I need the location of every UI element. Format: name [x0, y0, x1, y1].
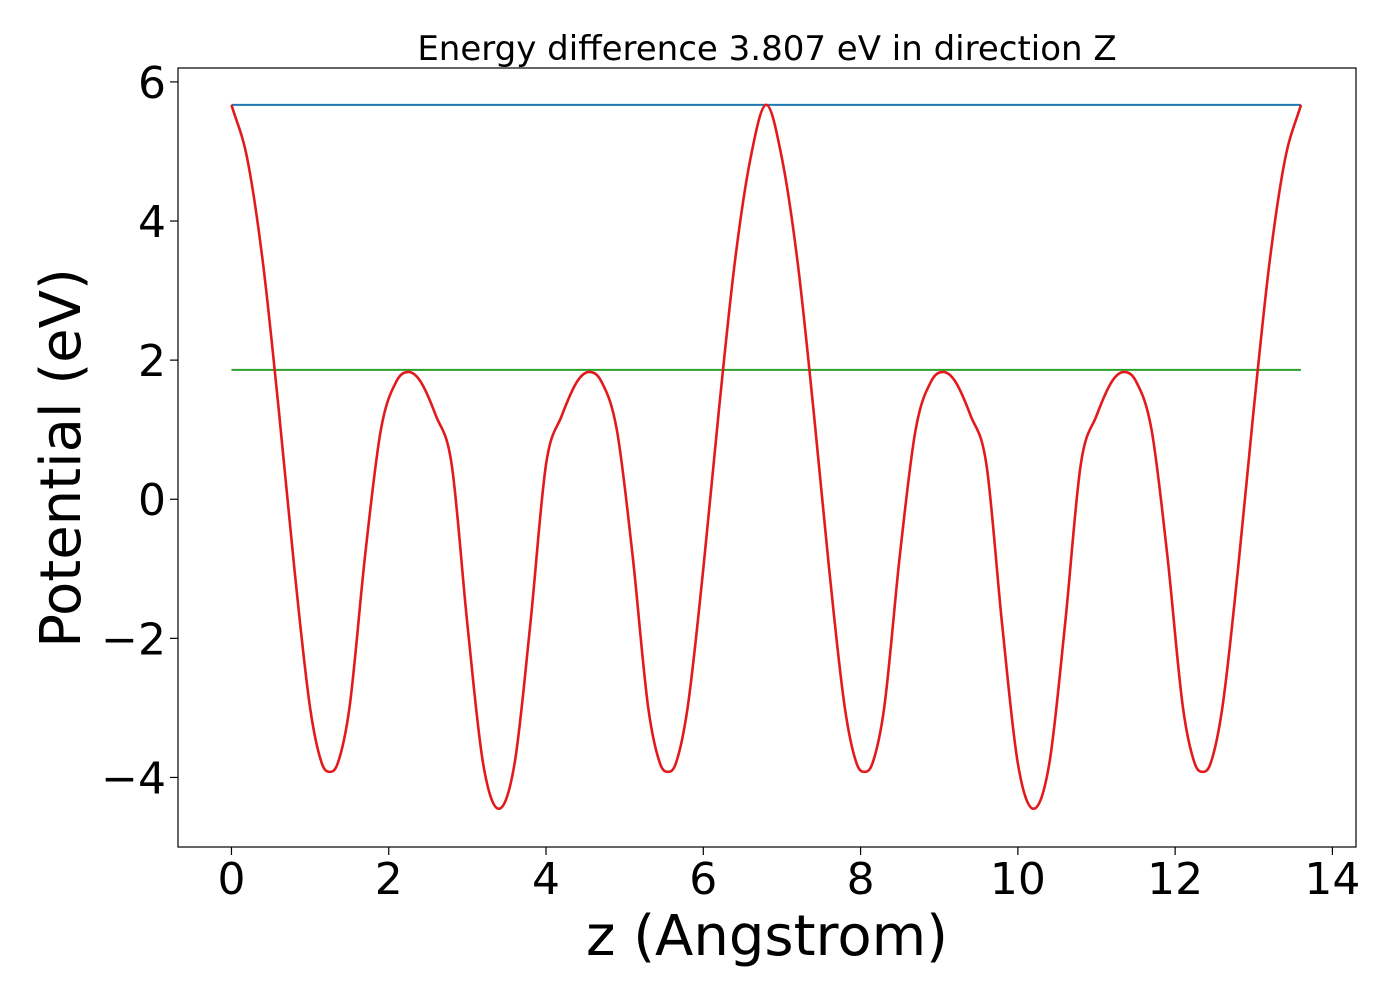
x-tick-label: 6: [689, 854, 717, 905]
y-tick-label: −2: [101, 614, 166, 665]
x-tick-label: 2: [375, 854, 403, 905]
plot-frame: [177, 67, 1357, 848]
x-tick-label: 10: [990, 854, 1046, 905]
x-tick-label: 4: [532, 854, 560, 905]
x-tick-label: 8: [847, 854, 875, 905]
y-tick-label: 4: [138, 197, 166, 248]
y-tick-label: 2: [138, 336, 166, 387]
chart-title: Energy difference 3.807 eV in direction …: [417, 29, 1116, 69]
y-tick-label: 0: [138, 475, 166, 526]
series-line-potential: [230, 103, 1303, 811]
x-tick-label: 0: [217, 854, 245, 905]
x-tick-label: 12: [1147, 854, 1203, 905]
x-tick-label: 14: [1304, 854, 1360, 905]
x-axis-label: z (Angstrom): [586, 904, 948, 969]
series-layer: [230, 103, 1303, 811]
y-tick-label: −4: [101, 753, 166, 804]
y-axis-label: Potential (eV): [29, 268, 94, 648]
y-tick-label: 6: [138, 58, 166, 109]
tick-layer: 0 2 4 6 8 10 12 14 −4 −2 0 2 4 6: [101, 58, 1360, 905]
